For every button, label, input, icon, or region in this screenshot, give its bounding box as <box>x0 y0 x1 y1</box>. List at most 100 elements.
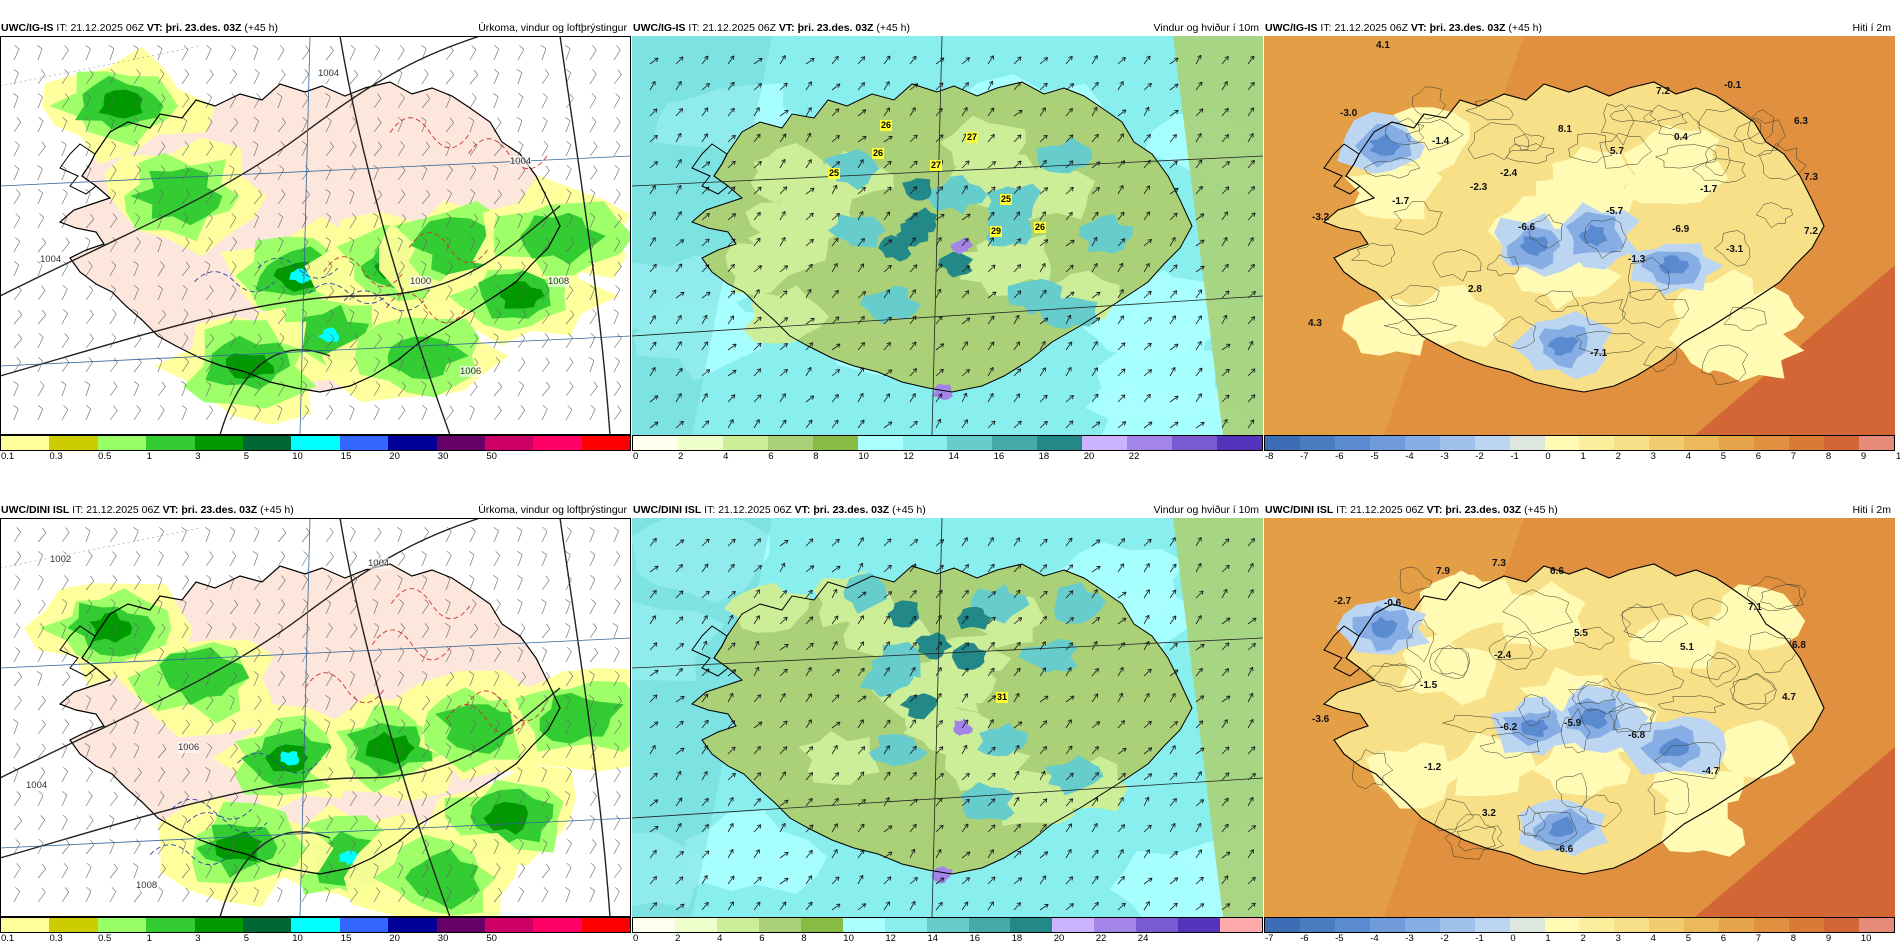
colorbar-swatch <box>1754 918 1790 932</box>
colorbar-tick: 5 <box>1685 933 1691 944</box>
colorbar-swatch <box>884 918 927 932</box>
model-name: UWC/IG-IS <box>633 22 686 34</box>
colorbar-tick: 6 <box>1755 451 1762 462</box>
colorbar-swatch <box>1136 918 1179 932</box>
valid-time: þri. 23.des. 03Z <box>813 504 890 516</box>
colorbar-swatch <box>1010 918 1053 932</box>
model-name: UWC/DINI ISL <box>633 504 702 516</box>
colorbar-tick: -1 <box>1475 933 1484 944</box>
colorbar-tick: -6 <box>1300 933 1309 944</box>
colorbar-swatch <box>1719 436 1755 450</box>
colorbar-swatch <box>242 918 292 932</box>
panel-header: UWC/IG-IS IT: 21.12.2025 06Z VT: þri. 23… <box>1264 0 1895 36</box>
init-time: 21.12.2025 06Z <box>86 504 160 516</box>
valid-time: þri. 23.des. 03Z <box>165 22 242 34</box>
gust-label: 25 <box>828 168 841 179</box>
colorbar-tick: 0.5 <box>98 451 112 462</box>
gust-label: 25 <box>1000 194 1013 205</box>
colorbar-tick: 18 <box>1038 451 1050 462</box>
colorbar: 0.1 0.3 0.5 1 3 5 10 15 20 30 50 <box>0 917 631 944</box>
isobar-label: 1006 <box>460 366 482 377</box>
init-time: 21.12.2025 06Z <box>1350 504 1424 516</box>
parameter-name: Hiti í 2m <box>1852 22 1891 34</box>
isobar-label: 1004 <box>26 780 48 791</box>
vt-label: VT: <box>1410 22 1427 34</box>
colorbar: 0.1 0.3 0.5 1 3 5 10 15 20 30 50 <box>0 435 631 462</box>
colorbar-tick: 50 <box>486 451 497 462</box>
colorbar-swatch <box>677 436 723 450</box>
colorbar-swatches <box>1264 435 1895 451</box>
colorbar-swatch <box>1614 918 1650 932</box>
temp-label: 7.2 <box>1804 226 1818 237</box>
colorbar-tick: 0.5 <box>98 933 112 944</box>
colorbar-tick: 3 <box>195 933 201 944</box>
colorbar-swatch <box>1509 918 1545 932</box>
parameter-name: Hiti í 2m <box>1852 504 1891 516</box>
colorbar-tick: 3 <box>1615 933 1621 944</box>
map-wind <box>632 518 1263 917</box>
map-precip <box>0 36 631 435</box>
colorbar-tick: 5 <box>243 933 249 944</box>
colorbar-tick: 30 <box>437 451 449 462</box>
colorbar-swatch <box>947 436 993 450</box>
colorbar-swatch <box>968 918 1011 932</box>
colorbar-tick: 0 <box>1510 933 1516 944</box>
colorbar-swatch <box>1684 436 1720 450</box>
it-label: IT: <box>704 504 716 516</box>
panel-title: UWC/DINI ISL IT: 21.12.2025 06Z VT: þri.… <box>1265 482 1558 518</box>
colorbar-swatch <box>1334 436 1370 450</box>
temp-label: 7.9 <box>1436 566 1450 577</box>
colorbar-swatch <box>1439 436 1475 450</box>
colorbar-swatch <box>291 436 340 450</box>
temp-label: -0.6 <box>1384 598 1402 609</box>
colorbar-tick: 4 <box>1685 451 1691 462</box>
colorbar-swatch <box>1474 918 1510 932</box>
lead-time: (+45 h) <box>260 504 294 516</box>
colorbar-swatch <box>436 918 485 932</box>
colorbar-swatch <box>902 436 948 450</box>
colorbar-swatch <box>1824 918 1859 932</box>
colorbar-swatch <box>1369 436 1405 450</box>
lead-time: (+45 h) <box>1524 504 1558 516</box>
colorbar-swatch <box>1127 436 1173 450</box>
temp-label: -1.4 <box>1432 136 1450 147</box>
colorbar-tick: 30 <box>437 933 449 944</box>
colorbar-swatch <box>146 918 195 932</box>
colorbar-swatch <box>1 918 50 932</box>
panel-temp-igis: UWC/IG-IS IT: 21.12.2025 06Z VT: þri. 23… <box>1264 0 1900 462</box>
lead-time: (+45 h) <box>892 504 926 516</box>
colorbar-swatches <box>0 435 631 451</box>
temp-label: -7.1 <box>1590 348 1608 359</box>
colorbar-swatch <box>533 918 582 932</box>
colorbar-tick: 20 <box>389 451 400 462</box>
colorbar-swatch <box>633 436 678 450</box>
isobar-label: 1000 <box>410 276 432 287</box>
colorbar-swatch <box>1509 436 1545 450</box>
temp-label: -2.3 <box>1470 182 1488 193</box>
model-name: UWC/DINI ISL <box>1265 504 1334 516</box>
colorbar-tick: 10 <box>292 451 303 462</box>
gust-label: 27 <box>966 132 979 143</box>
colorbar-swatch <box>633 918 675 932</box>
colorbar-ticks: 0 2 4 6 8 10 12 14 16 18 20 22 24 <box>632 933 1263 944</box>
colorbar-swatch <box>1082 436 1128 450</box>
colorbar-tick: -7 <box>1300 451 1309 462</box>
colorbar-swatches <box>632 435 1263 451</box>
init-time: 21.12.2025 06Z <box>702 22 776 34</box>
isobar-label: 1006 <box>178 742 200 753</box>
colorbar-tick: 4 <box>1650 933 1656 944</box>
colorbar-tick: 8 <box>801 933 807 944</box>
colorbar-swatch <box>1172 436 1217 450</box>
map-temp <box>1264 518 1895 917</box>
parameter-name: Vindur og hviður í 10m <box>1153 22 1259 34</box>
it-label: IT: <box>1320 22 1332 34</box>
panel-wind-dini: UWC/DINI ISL IT: 21.12.2025 06Z VT: þri.… <box>632 482 1263 944</box>
colorbar-swatch <box>716 918 759 932</box>
panel-header: UWC/IG-IS IT: 21.12.2025 06Z VT: þri. 23… <box>0 0 631 36</box>
colorbar-ticks: -7 -6 -5 -4 -3 -2 -1 0 1 2 3 4 5 6 7 8 9 10 <box>1264 933 1895 944</box>
temp-label: 7.3 <box>1804 172 1818 183</box>
lead-time: (+45 h) <box>244 22 278 34</box>
colorbar-tick: 14 <box>948 451 960 462</box>
temp-label: -6.8 <box>1628 730 1646 741</box>
colorbar-swatch <box>97 918 147 932</box>
